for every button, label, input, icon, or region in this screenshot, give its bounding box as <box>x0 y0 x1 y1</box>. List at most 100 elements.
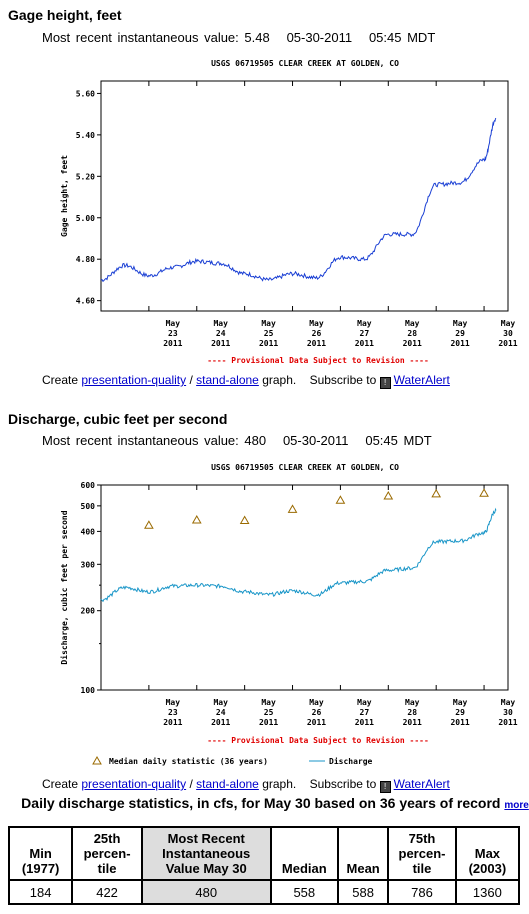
x-tick-year: 2011 <box>403 718 422 727</box>
median-marker <box>479 488 489 497</box>
x-tick-day: 25 <box>264 708 274 717</box>
create-label: Create <box>42 777 79 791</box>
x-tick-day: 26 <box>312 708 322 717</box>
value-25th: 422 <box>71 879 143 905</box>
median-marker <box>191 514 202 524</box>
waterwalert-link[interactable]: WaterAlert <box>393 777 450 791</box>
y-tick-label: 4.60 <box>76 297 95 306</box>
x-tick-day: 29 <box>455 708 465 717</box>
x-tick-month: May <box>357 319 372 328</box>
y-tick-label: 600 <box>81 481 96 490</box>
x-tick-month: May <box>357 698 372 707</box>
x-tick-day: 30 <box>503 329 513 338</box>
x-tick-year: 2011 <box>211 718 230 727</box>
x-tick-day: 28 <box>407 329 417 338</box>
y-tick-label: 200 <box>81 607 96 616</box>
header-max: Max (2003) <box>454 826 521 881</box>
header-mean: Mean <box>337 826 390 881</box>
provisional-note: ---- Provisional Data Subject to Revisio… <box>207 355 429 365</box>
x-tick-year: 2011 <box>307 718 326 727</box>
median-marker <box>383 490 394 500</box>
median-marker <box>287 504 298 513</box>
recent-label: Most recent instantaneous value: <box>42 433 239 448</box>
stats-header-row: Min (1977) 25th percen-tile Most Recent … <box>7 826 521 881</box>
x-tick-month: May <box>453 319 468 328</box>
x-tick-year: 2011 <box>307 339 326 348</box>
graph-label: graph. <box>262 777 297 791</box>
x-tick-day: 23 <box>168 708 178 717</box>
recent-date: 05-30-2011 <box>282 433 349 448</box>
more-link[interactable]: more <box>504 800 529 811</box>
gage-recent-value-line: Most recent instantaneous value: 5.48 05… <box>42 30 435 45</box>
subscribe-label: Subscribe to <box>309 373 377 387</box>
median-marker <box>431 488 442 498</box>
plot-frame <box>100 484 509 691</box>
y-tick-label: 5.20 <box>76 172 95 181</box>
gage-height-chart: USGS 06719505 CLEAR CREEK AT GOLDEN, CO 4… <box>59 59 518 365</box>
x-tick-year: 2011 <box>403 339 422 348</box>
y-tick-label: 300 <box>81 560 96 569</box>
value-max: 1360 <box>454 879 521 905</box>
value-median: 558 <box>269 879 340 905</box>
x-tick-year: 2011 <box>163 339 182 348</box>
recent-label: Most recent instantaneous value: <box>42 30 239 45</box>
x-tick-month: May <box>261 319 276 328</box>
y-tick-label: 5.60 <box>76 89 95 98</box>
waterwalert-link[interactable]: WaterAlert <box>393 373 450 387</box>
discharge-links-row: Create presentation-quality / stand-alon… <box>42 777 450 793</box>
x-tick-month: May <box>309 319 324 328</box>
slash: / <box>189 373 193 387</box>
x-tick-month: May <box>405 319 420 328</box>
x-tick-year: 2011 <box>450 718 469 727</box>
gage-links-row: Create presentation-quality / stand-alon… <box>42 373 450 389</box>
waterwalert-icon: ! <box>379 781 391 793</box>
x-tick-day: 24 <box>216 329 226 338</box>
x-tick-month: May <box>166 319 181 328</box>
stats-title-text: Daily discharge statistics, in cfs, for … <box>21 795 501 811</box>
value-most-recent: 480 <box>140 879 272 905</box>
stand-alone-link[interactable]: stand-alone <box>196 777 259 791</box>
header-most-recent: Most Recent Instantaneous Value May 30 <box>140 826 272 881</box>
subscribe-label: Subscribe to <box>309 777 377 791</box>
value-min: 184 <box>7 879 74 905</box>
x-tick-month: May <box>501 319 516 328</box>
presentation-quality-link[interactable]: presentation-quality <box>81 373 187 387</box>
x-tick-year: 2011 <box>498 718 517 727</box>
value-75th: 786 <box>387 879 457 905</box>
x-tick-day: 24 <box>216 708 226 717</box>
median-marker <box>239 515 250 524</box>
median-marker <box>144 520 154 529</box>
x-tick-year: 2011 <box>259 718 278 727</box>
legend-median-label: Median daily statistic (36 years) <box>109 756 268 766</box>
stand-alone-link[interactable]: stand-alone <box>196 373 259 387</box>
gage-section-title: Gage height, feet <box>8 7 122 23</box>
x-tick-day: 27 <box>360 708 370 717</box>
recent-value: 5.48 <box>244 30 270 45</box>
recent-value: 480 <box>244 433 267 448</box>
y-tick-label: 5.40 <box>76 131 95 140</box>
presentation-quality-link[interactable]: presentation-quality <box>81 777 187 791</box>
discharge-recent-value-line: Most recent instantaneous value: 480 05-… <box>42 433 432 448</box>
x-tick-year: 2011 <box>450 339 469 348</box>
x-tick-month: May <box>453 698 468 707</box>
x-tick-day: 28 <box>407 708 417 717</box>
x-tick-day: 29 <box>455 329 465 338</box>
y-tick-label: 400 <box>81 527 96 536</box>
header-min: Min (1977) <box>7 826 74 881</box>
x-tick-year: 2011 <box>355 718 374 727</box>
x-tick-year: 2011 <box>259 339 278 348</box>
stats-title: Daily discharge statistics, in cfs, for … <box>20 795 529 814</box>
x-tick-day: 25 <box>264 329 274 338</box>
legend-discharge-label: Discharge <box>329 756 373 766</box>
waterwalert-icon: ! <box>379 377 391 389</box>
y-axis-label: Discharge, cubic feet per second <box>59 510 69 664</box>
x-tick-day: 27 <box>360 329 370 338</box>
chart-title: USGS 06719505 CLEAR CREEK AT GOLDEN, CO <box>211 59 399 68</box>
plot-frame <box>100 80 509 312</box>
x-tick-month: May <box>213 319 228 328</box>
y-tick-label: 100 <box>81 686 96 695</box>
x-tick-year: 2011 <box>163 718 182 727</box>
discharge-series-line <box>100 507 497 603</box>
graph-label: graph. <box>262 373 297 387</box>
x-tick-month: May <box>166 698 181 707</box>
